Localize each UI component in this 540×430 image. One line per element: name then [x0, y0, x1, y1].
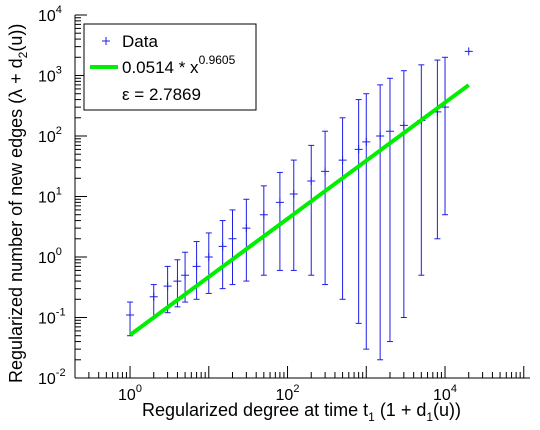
fit-line-group — [128, 83, 470, 337]
y-tick-label: 102 — [38, 125, 62, 146]
data-point — [464, 47, 473, 56]
y-tick-label: 100 — [38, 246, 62, 267]
data-point — [204, 253, 213, 261]
data-point — [275, 198, 284, 207]
y-tick-label: 103 — [38, 65, 62, 86]
data-point — [376, 132, 385, 140]
data-point — [228, 234, 237, 243]
data-point — [354, 145, 363, 154]
y-tick-label: 10-1 — [38, 307, 66, 328]
data-point — [385, 127, 394, 136]
x-tick-label: 100 — [118, 383, 142, 404]
data-point — [362, 137, 371, 146]
legend-label-epsilon: ε = 2.7869 — [122, 85, 201, 104]
data-point — [149, 292, 158, 301]
data-point — [307, 177, 316, 186]
data-point — [399, 121, 408, 130]
y-tick-label: 101 — [38, 186, 62, 207]
data-point — [321, 167, 330, 176]
y-tick-label: 104 — [38, 4, 62, 25]
data-point — [289, 189, 298, 198]
data-point — [338, 156, 347, 165]
data-point — [181, 271, 190, 280]
data-point — [218, 242, 227, 251]
y-axis-label: Regularized number of new edges (λ + d2(… — [6, 24, 30, 383]
data-point — [259, 210, 268, 219]
data-point — [163, 282, 172, 291]
data-point — [173, 277, 182, 286]
data-point — [192, 262, 201, 271]
fit-line — [128, 83, 470, 337]
y-tick-label: 10-2 — [38, 367, 66, 388]
tick-marks — [74, 14, 525, 379]
data-point — [242, 224, 251, 233]
legend-marker — [102, 37, 110, 45]
legend-label-data: Data — [122, 32, 158, 51]
data-point — [126, 310, 135, 319]
x-axis-label: Regularized degree at time t1 (1 + d1(u)… — [142, 400, 461, 424]
